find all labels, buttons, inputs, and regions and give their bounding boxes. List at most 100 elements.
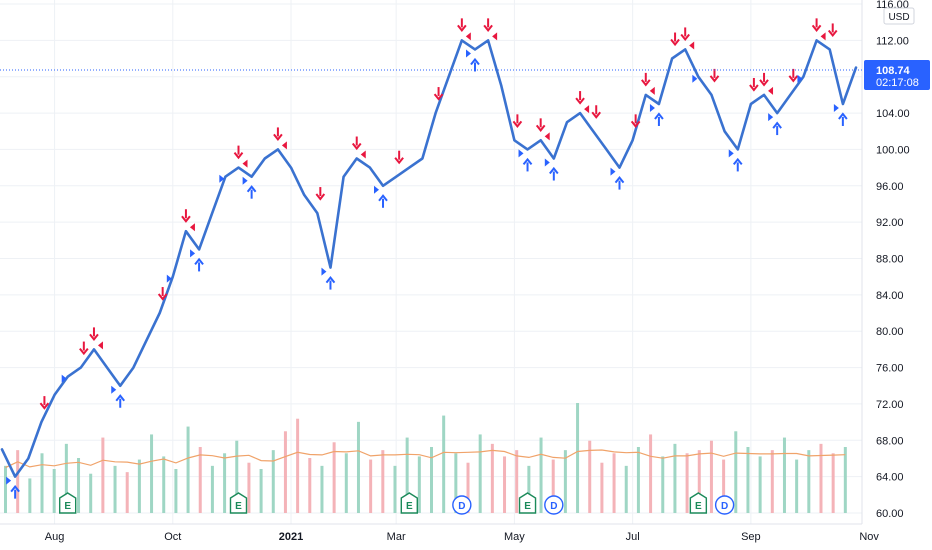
- buy-signal-arrow: [549, 166, 559, 181]
- dividend-marker[interactable]: D: [714, 495, 735, 515]
- sell-signal-arrow: [79, 341, 89, 356]
- volume-bar: [186, 426, 190, 513]
- volume-bar: [64, 443, 68, 513]
- sell-flag: [97, 341, 103, 350]
- y-tick-label: 104.00: [876, 108, 910, 120]
- volume-bar: [344, 453, 348, 513]
- buy-flag: [649, 103, 655, 112]
- buy-flag: [833, 103, 839, 112]
- earnings-marker[interactable]: E: [229, 492, 248, 514]
- y-tick-label: 88.00: [876, 254, 904, 266]
- volume-bar: [843, 447, 847, 513]
- volume-bar: [125, 472, 129, 513]
- dividend-marker[interactable]: D: [544, 495, 564, 515]
- volume-bar: [113, 465, 117, 513]
- volume-bar: [661, 456, 665, 513]
- volume-bar: [819, 443, 823, 513]
- earnings-marker[interactable]: E: [689, 492, 708, 514]
- y-tick-label: 100.00: [876, 144, 910, 156]
- buy-flag: [321, 267, 327, 276]
- volume-bar: [782, 437, 786, 513]
- buy-flag: [544, 158, 550, 167]
- volume-bar: [576, 403, 580, 513]
- volume-bar: [503, 456, 507, 513]
- volume-bar: [356, 421, 360, 513]
- sell-signal-arrow: [630, 114, 641, 128]
- volume-bar: [831, 453, 835, 513]
- x-tick-label: Sep: [741, 531, 761, 543]
- x-axis[interactable]: Aug Oct 2021 Mar May Jul Sep Nov: [0, 523, 879, 543]
- last-price-value: 108.74: [876, 65, 911, 77]
- earnings-marker[interactable]: E: [518, 492, 537, 514]
- x-tick-label: Jul: [626, 531, 640, 543]
- volume-bar: [515, 450, 519, 513]
- sell-signal-arrow: [788, 68, 799, 83]
- volume-bar: [612, 453, 616, 513]
- sell-signal-arrow: [157, 287, 168, 301]
- volume-ma-line: [5, 449, 846, 469]
- buy-flag: [797, 74, 803, 83]
- sell-signal-arrow: [433, 87, 444, 101]
- volume-bar: [308, 458, 312, 513]
- sell-signal-arrow: [575, 91, 585, 105]
- sell-signal-arrow: [483, 18, 493, 32]
- sell-signal-arrow: [351, 136, 362, 151]
- volume-bar: [296, 418, 300, 513]
- volume-bar: [478, 434, 482, 513]
- volume-bar: [722, 459, 726, 513]
- volume-bar: [758, 456, 762, 513]
- event-label: E: [406, 501, 413, 512]
- volume-bar: [259, 469, 263, 513]
- volume-bar: [430, 447, 433, 513]
- buy-signal-arrow: [10, 485, 20, 499]
- volume-bar: [697, 450, 701, 513]
- volume-bar: [369, 459, 373, 513]
- sell-flag: [360, 150, 366, 159]
- volume-bar: [40, 453, 44, 513]
- x-tick-label: Oct: [164, 531, 181, 543]
- volume-bar: [223, 453, 227, 513]
- sell-signal-arrow: [680, 27, 690, 42]
- y-tick-label: 80.00: [876, 326, 904, 338]
- sell-flag: [465, 32, 471, 41]
- last-price-badge: [864, 59, 930, 90]
- volume-bar: [405, 437, 409, 513]
- y-tick-label: 60.00: [876, 508, 904, 520]
- volume-bar: [709, 440, 713, 513]
- grid: [0, 0, 870, 524]
- volume-bar: [636, 447, 640, 513]
- buy-flag: [374, 185, 380, 194]
- currency-tag[interactable]: [883, 7, 915, 25]
- sell-flag: [242, 159, 248, 168]
- sell-flag: [544, 132, 550, 141]
- sell-signal-arrow: [535, 118, 546, 132]
- volume-bar: [162, 456, 166, 513]
- sell-signal-arrow: [394, 150, 404, 165]
- volume-bar: [442, 415, 446, 513]
- y-tick-label: 92.00: [876, 217, 904, 229]
- y-tick-label: 64.00: [876, 472, 904, 484]
- sell-flag: [492, 32, 498, 41]
- event-label: D: [550, 501, 557, 512]
- dividend-marker[interactable]: D: [452, 495, 472, 515]
- y-tick-label: 72.00: [876, 399, 904, 411]
- y-tick-label: 76.00: [876, 363, 904, 375]
- volume-bar: [539, 437, 543, 513]
- sell-flag: [584, 105, 590, 114]
- sell-flag: [768, 86, 774, 95]
- earnings-marker[interactable]: E: [400, 492, 418, 514]
- buy-signal-arrow: [654, 112, 664, 126]
- buy-flag: [6, 476, 12, 485]
- volume-bar: [417, 456, 421, 513]
- volume-bar: [734, 431, 738, 513]
- earnings-marker[interactable]: E: [58, 492, 77, 514]
- y-axis[interactable]: 116.00112.00108.00104.00100.0096.0092.00…: [861, 0, 932, 550]
- volume-bar: [795, 459, 799, 513]
- buy-signal-arrow: [772, 121, 782, 136]
- y-tick-label: 96.00: [876, 181, 904, 193]
- sell-signal-arrow: [811, 18, 822, 32]
- sell-signal-arrow: [749, 77, 759, 92]
- buy-flag: [61, 374, 67, 383]
